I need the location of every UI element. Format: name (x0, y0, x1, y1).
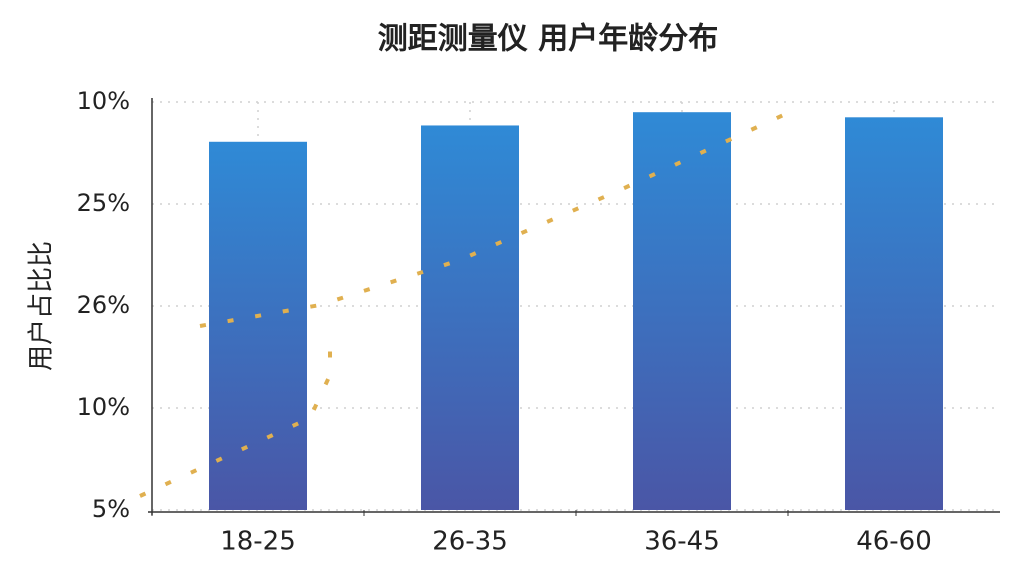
x-tick-label: 46-60 (856, 527, 932, 557)
x-tick-label: 36-45 (644, 527, 720, 557)
y-tick-label: 26% (77, 291, 130, 319)
y-axis-label: 用户占比比 (27, 241, 57, 371)
trend-line (199, 110, 791, 328)
y-tick-label: 5% (92, 495, 130, 523)
trend-line (139, 335, 332, 498)
y-tick-label: 10% (77, 87, 130, 115)
y-tick-label: 25% (77, 189, 130, 217)
bar (421, 125, 519, 511)
bar (845, 117, 943, 511)
y-tick-label: 10% (77, 393, 130, 421)
x-tick-label: 26-35 (432, 527, 508, 557)
plot-area: 5% 10% 26% 25% 10% 18-25 26-35 36-45 46-60 (77, 87, 1000, 557)
chart-title: 测距测量仪 用户年龄分布 (378, 22, 718, 57)
x-tick-label: 18-25 (220, 527, 296, 557)
bar (209, 141, 307, 510)
bar (633, 112, 731, 510)
